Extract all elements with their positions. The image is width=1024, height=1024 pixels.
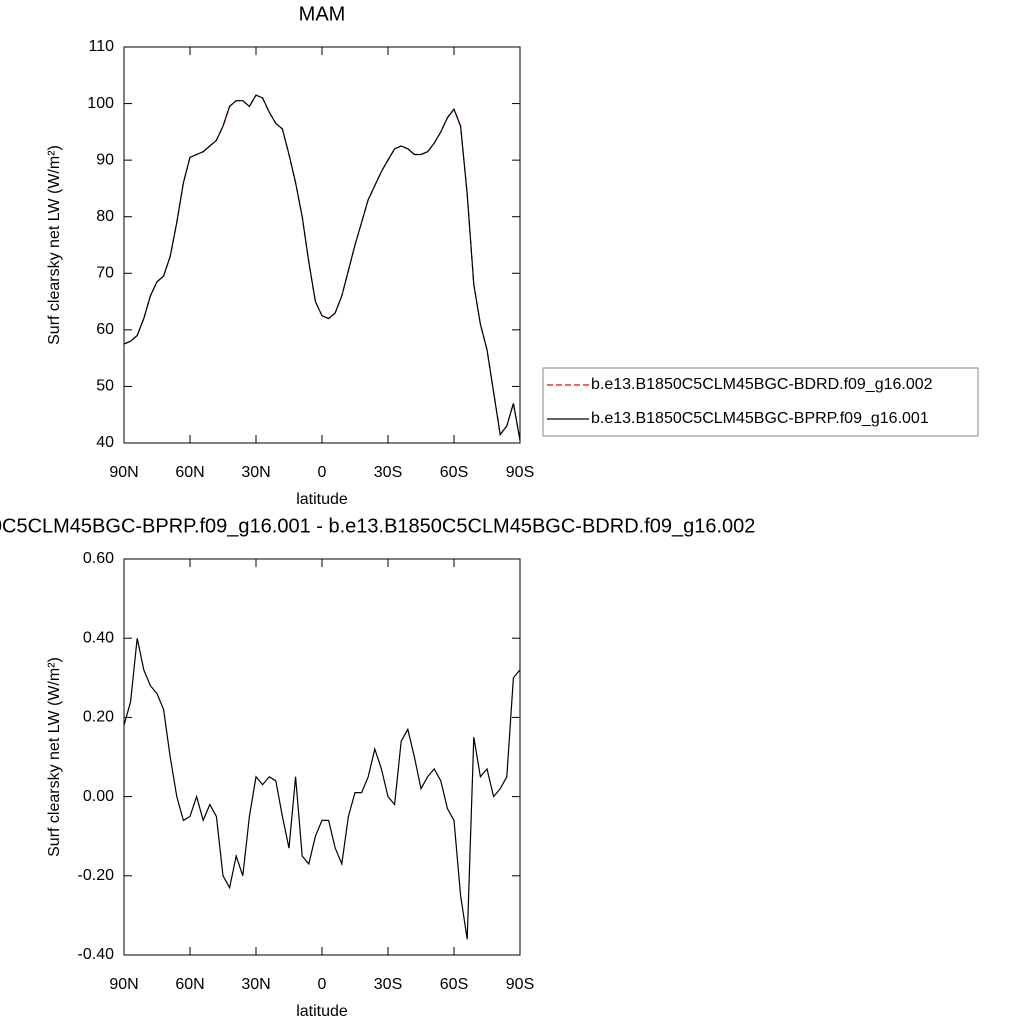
x-tick-label: 0	[318, 976, 327, 993]
y-tick-label: 50	[96, 378, 114, 395]
line-series	[123, 94, 521, 441]
legend-label: b.e13.B1850C5CLM45BGC-BDRD.f09_g16.002	[591, 376, 933, 393]
x-tick-label: 90S	[506, 976, 534, 993]
y-tick-label: 0.20	[83, 709, 114, 726]
y-tick-label: -0.20	[78, 867, 115, 884]
x-tick-label: 30S	[374, 464, 402, 481]
x-axis-label: latitude	[296, 1003, 348, 1020]
y-tick-label: 40	[96, 434, 114, 451]
x-tick-label: 60N	[175, 976, 204, 993]
chart-title: MAM	[299, 3, 346, 25]
x-tick-label: 0	[318, 464, 327, 481]
x-tick-label: 30N	[241, 464, 270, 481]
y-tick-label: 0.00	[83, 788, 114, 805]
legend-box	[542, 367, 979, 437]
x-tick-label: 60N	[175, 464, 204, 481]
y-tick-label: 90	[96, 151, 114, 168]
x-tick-label: 60S	[440, 464, 468, 481]
y-axis-label: Surf clearsky net LW (W/m²)	[46, 657, 63, 857]
y-tick-label: 110	[88, 38, 114, 55]
x-axis-label: latitude	[296, 491, 348, 508]
y-tick-label: 60	[96, 321, 114, 338]
legend-label: b.e13.B1850C5CLM45BGC-BPRP.f09_g16.001	[591, 410, 929, 427]
x-tick-label: 90N	[109, 464, 138, 481]
y-tick-label: 100	[87, 95, 114, 112]
y-axis-label: Surf clearsky net LW (W/m²)	[46, 145, 63, 345]
line-series	[123, 94, 521, 441]
plot-frame	[123, 558, 521, 956]
y-tick-label: 0.40	[83, 629, 114, 646]
y-tick-label: -0.40	[78, 946, 115, 963]
x-tick-label: 90S	[506, 464, 534, 481]
x-tick-label: 60S	[440, 976, 468, 993]
plot-frame	[123, 46, 521, 444]
y-tick-label: 80	[96, 208, 114, 225]
y-tick-label: 70	[96, 265, 114, 282]
x-tick-label: 30S	[374, 976, 402, 993]
x-tick-label: 90N	[109, 976, 138, 993]
y-tick-label: 0.60	[83, 550, 114, 567]
x-tick-label: 30N	[241, 976, 270, 993]
line-series	[123, 638, 521, 940]
chart-title: b.e13.B1850C5CLM45BGC-BPRP.f09_g16.001 -…	[0, 515, 755, 537]
